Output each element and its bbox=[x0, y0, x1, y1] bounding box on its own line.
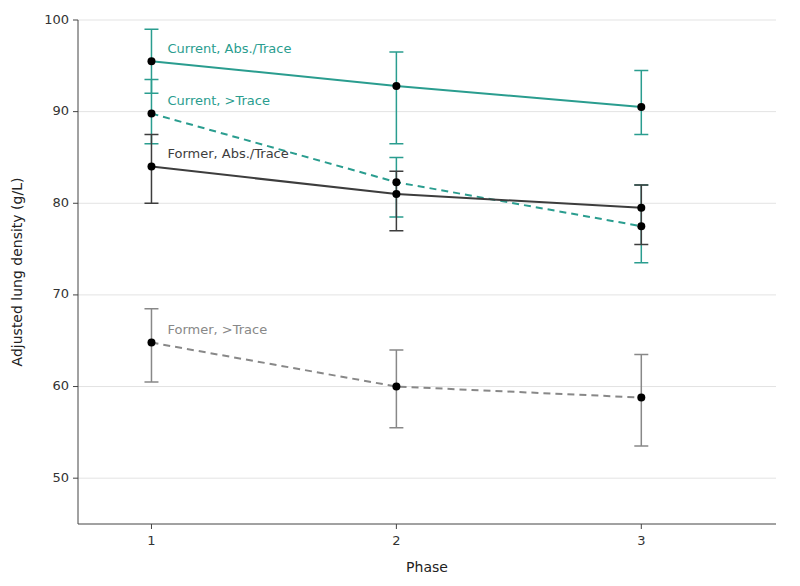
marker bbox=[637, 222, 645, 230]
series bbox=[144, 309, 648, 446]
chart: 50 60 70 80 90 100 1 2 3 Phase Adjusted lung densi… bbox=[0, 0, 800, 586]
marker bbox=[147, 57, 155, 65]
error-bar-path bbox=[634, 185, 648, 245]
y-tick-label: 50 bbox=[52, 470, 69, 485]
series-label: Former, Abs./Trace bbox=[167, 146, 288, 161]
grid-line bbox=[78, 386, 776, 387]
error-bar bbox=[389, 350, 403, 428]
error-bar-path bbox=[144, 135, 158, 204]
y-tick bbox=[73, 20, 78, 21]
series-line bbox=[151, 343, 641, 398]
marker bbox=[392, 190, 400, 198]
marker bbox=[392, 178, 400, 186]
series-label: Former, >Trace bbox=[167, 322, 267, 337]
marker bbox=[147, 163, 155, 171]
y-tick-label: 100 bbox=[44, 12, 69, 27]
error-bar bbox=[634, 70, 648, 134]
marker bbox=[637, 204, 645, 212]
error-bar-path bbox=[389, 350, 403, 428]
y-tick bbox=[73, 203, 78, 204]
error-bar bbox=[144, 135, 158, 204]
error-bar bbox=[634, 185, 648, 245]
x-tick-label: 1 bbox=[147, 533, 155, 548]
y-tick bbox=[73, 386, 78, 387]
marker bbox=[392, 383, 400, 391]
error-bar-path bbox=[389, 52, 403, 144]
series bbox=[144, 29, 648, 144]
error-bar bbox=[144, 309, 158, 382]
error-bar bbox=[634, 185, 648, 263]
y-tick bbox=[73, 294, 78, 295]
series bbox=[144, 135, 648, 245]
marker bbox=[147, 109, 155, 117]
series-line bbox=[151, 167, 641, 208]
series-label: Current, >Trace bbox=[167, 93, 269, 108]
y-tick-label: 90 bbox=[52, 103, 69, 118]
marker bbox=[637, 394, 645, 402]
error-bar bbox=[389, 171, 403, 231]
x-axis-label: Phase bbox=[406, 559, 448, 575]
grid-line bbox=[78, 203, 776, 204]
marker bbox=[147, 339, 155, 347]
grid-line bbox=[78, 478, 776, 479]
y-axis-label: Adjusted lung density (g/L) bbox=[9, 178, 25, 367]
error-bar-path bbox=[144, 309, 158, 382]
y-axis-line bbox=[78, 20, 79, 524]
y-tick-label: 60 bbox=[52, 378, 69, 393]
axes: 50 60 70 80 90 100 1 2 3 bbox=[44, 12, 776, 549]
error-bar bbox=[389, 52, 403, 144]
x-tick bbox=[151, 524, 152, 529]
error-bar-path bbox=[634, 354, 648, 446]
x-tick bbox=[396, 524, 397, 529]
series-labels: Current, Abs./Trace Current, >Trace Former… bbox=[167, 41, 291, 337]
series-label: Current, Abs./Trace bbox=[167, 41, 291, 56]
series-line bbox=[151, 61, 641, 107]
x-tick bbox=[641, 524, 642, 529]
grid bbox=[78, 20, 776, 478]
error-bar-path bbox=[389, 171, 403, 231]
y-tick bbox=[73, 111, 78, 112]
x-tick-label: 3 bbox=[637, 533, 645, 548]
plot-area bbox=[144, 29, 648, 446]
grid-line bbox=[78, 111, 776, 112]
marker bbox=[637, 103, 645, 111]
series bbox=[144, 80, 648, 263]
error-bar-path bbox=[634, 185, 648, 263]
grid-line bbox=[78, 294, 776, 295]
error-bar bbox=[634, 354, 648, 446]
marker bbox=[392, 82, 400, 90]
x-tick-label: 2 bbox=[392, 533, 400, 548]
x-axis-line bbox=[78, 524, 776, 525]
y-tick-label: 70 bbox=[52, 286, 69, 301]
error-bar-path bbox=[634, 70, 648, 134]
grid-line bbox=[78, 20, 776, 21]
y-tick-label: 80 bbox=[52, 195, 69, 210]
y-tick bbox=[73, 478, 78, 479]
